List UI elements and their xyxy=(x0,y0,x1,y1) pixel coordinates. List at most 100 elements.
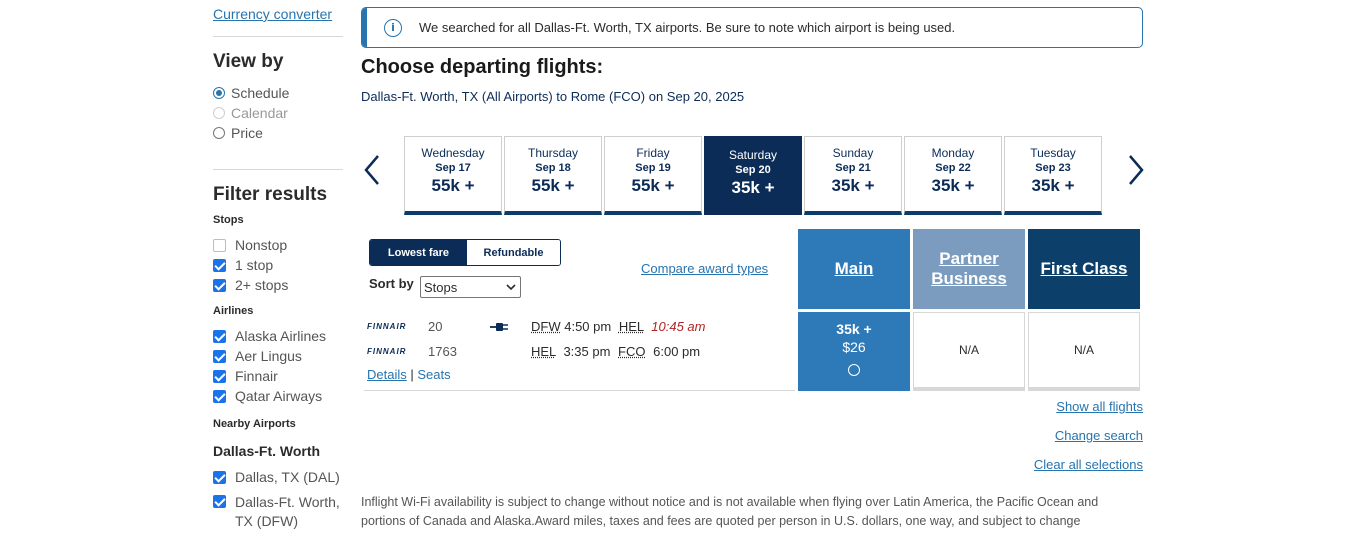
filter-results-title: Filter results xyxy=(213,184,328,205)
date-card-sep-21[interactable]: Sunday Sep 21 35k + xyxy=(804,136,902,215)
date-card-sep-18[interactable]: Thursday Sep 18 55k + xyxy=(504,136,602,215)
airlines-label: Airlines xyxy=(213,305,254,317)
checkbox-dfw[interactable] xyxy=(213,495,226,508)
departure-airport: HEL xyxy=(531,344,556,359)
checkbox-label: 2+ stops xyxy=(235,277,289,293)
filter-dfw[interactable]: Dallas-Ft. Worth, TX (DFW) xyxy=(213,493,340,531)
radio-price[interactable] xyxy=(213,127,225,139)
checkbox-1-stop[interactable] xyxy=(213,259,226,272)
chevron-left-icon[interactable] xyxy=(362,152,384,188)
change-search-link[interactable]: Change search xyxy=(1054,428,1143,443)
fare-partner-business-cell: N/A xyxy=(913,312,1025,391)
airport-info-banner: i We searched for all Dallas-Ft. Worth, … xyxy=(361,7,1143,48)
filter-qatar-airways[interactable]: Qatar Airways xyxy=(213,388,322,404)
cabin-first-class-header[interactable]: First Class xyxy=(1028,229,1140,309)
date-day: Sep 19 xyxy=(635,162,671,174)
date-weekday: Wednesday xyxy=(421,146,485,160)
checkbox-aer-lingus[interactable] xyxy=(213,350,226,363)
filter-nonstop[interactable]: Nonstop xyxy=(213,237,287,253)
finnair-logo: FINNAIR xyxy=(367,322,407,331)
date-day: Sep 22 xyxy=(935,162,971,174)
date-day: Sep 20 xyxy=(735,164,771,176)
departure-time: 4:50 pm xyxy=(564,319,612,334)
flight-number: 1763 xyxy=(428,344,457,359)
checkbox-qatar-airways[interactable] xyxy=(213,390,226,403)
checkbox-alaska-airlines[interactable] xyxy=(213,330,226,343)
filter-aer-lingus[interactable]: Aer Lingus xyxy=(213,348,302,364)
filter-finnair[interactable]: Finnair xyxy=(213,368,278,384)
checkbox-label: Dallas, TX (DAL) xyxy=(235,469,340,485)
view-by-price[interactable]: Price xyxy=(213,125,263,141)
date-price: 35k + xyxy=(831,176,875,195)
fare-select-radio[interactable] xyxy=(848,364,860,376)
arrival-airport: HEL xyxy=(618,319,644,334)
footnote: Inflight Wi-Fi availability is subject t… xyxy=(361,495,1099,528)
checkbox-finnair[interactable] xyxy=(213,370,226,383)
date-card-sep-22[interactable]: Monday Sep 22 35k + xyxy=(904,136,1002,215)
radio-label: Price xyxy=(231,125,263,141)
view-by-title: View by xyxy=(213,51,284,72)
date-day: Sep 21 xyxy=(835,162,871,174)
fare-unavailable: N/A xyxy=(1073,343,1094,357)
segment-1: DFW 4:50 pm HEL 10:45 am xyxy=(531,319,705,334)
nearby-city: Dallas-Ft. Worth xyxy=(213,443,321,459)
compare-award-types-link[interactable]: Compare award types xyxy=(641,261,769,276)
sort-select-value: Stops xyxy=(424,279,458,295)
fare-miles: 35k + xyxy=(836,321,872,337)
lowest-fare-tab[interactable]: Lowest fare xyxy=(370,240,467,265)
date-weekday: Monday xyxy=(931,146,975,160)
clear-all-selections-link[interactable]: Clear all selections xyxy=(1033,457,1143,472)
date-day: Sep 18 xyxy=(535,162,571,174)
segment-2: HEL 3:35 pm FCO 6:00 pm xyxy=(531,344,700,359)
departure-airport: DFW xyxy=(531,319,561,334)
checkbox-label: Qatar Airways xyxy=(235,388,323,404)
date-price: 35k + xyxy=(1031,176,1075,195)
arrival-time: 10:45 am xyxy=(651,319,706,334)
show-all-flights-link[interactable]: Show all flights xyxy=(1056,399,1143,414)
checkbox-nonstop[interactable] xyxy=(213,239,226,252)
checkbox-label-wrap: Dallas-Ft. Worth, TX (DFW) xyxy=(235,493,340,531)
details-link[interactable]: Details xyxy=(367,367,407,382)
sort-by-label: Sort by xyxy=(369,276,414,291)
filter-alaska-airlines[interactable]: Alaska Airlines xyxy=(213,328,326,344)
date-weekday: Saturday xyxy=(728,148,778,162)
sort-select[interactable]: Stops xyxy=(420,276,521,298)
nearby-airports-label: Nearby Airports xyxy=(213,418,296,430)
date-card-sep-20[interactable]: Saturday Sep 20 35k + xyxy=(704,136,802,215)
fare-fee: $26 xyxy=(842,339,866,355)
date-day: Sep 23 xyxy=(1035,162,1071,174)
date-card-sep-23[interactable]: Tuesday Sep 23 35k + xyxy=(1004,136,1102,215)
view-by-schedule[interactable]: Schedule xyxy=(213,85,289,101)
date-price: 35k + xyxy=(931,176,975,195)
chevron-right-icon[interactable] xyxy=(1124,152,1146,188)
currency-converter-link[interactable]: Currency converter xyxy=(213,6,333,22)
link-separator: | xyxy=(410,367,414,382)
divider xyxy=(213,36,343,37)
fare-main-cell[interactable]: 35k + $26 xyxy=(798,312,910,391)
filter-2-plus-stops[interactable]: 2+ stops xyxy=(213,277,288,293)
departure-time: 3:35 pm xyxy=(563,344,611,359)
checkbox-dal[interactable] xyxy=(213,471,226,484)
stops-label: Stops xyxy=(213,214,244,226)
arrival-time: 6:00 pm xyxy=(653,344,701,359)
route-summary: Dallas-Ft. Worth, TX (All Airports) to R… xyxy=(361,89,745,104)
checkbox-2-plus-stops[interactable] xyxy=(213,279,226,292)
radio-calendar[interactable] xyxy=(213,107,225,119)
filter-1-stop[interactable]: 1 stop xyxy=(213,257,273,273)
radio-schedule[interactable] xyxy=(213,87,225,99)
radio-label: Calendar xyxy=(231,105,288,121)
date-price: 55k + xyxy=(431,176,475,195)
fare-first-class-cell: N/A xyxy=(1028,312,1140,391)
date-price: 55k + xyxy=(631,176,675,195)
info-icon: i xyxy=(384,18,402,37)
cabin-main-header[interactable]: Main xyxy=(798,229,910,309)
date-card-sep-17[interactable]: Wednesday Sep 17 55k + xyxy=(404,136,502,215)
date-card-sep-19[interactable]: Friday Sep 19 55k + xyxy=(604,136,702,215)
refundable-tab[interactable]: Refundable xyxy=(467,240,560,265)
cabin-partner-business-header[interactable]: Partner Business xyxy=(913,229,1025,309)
date-weekday: Tuesday xyxy=(1030,146,1076,160)
seats-link[interactable]: Seats xyxy=(417,367,451,382)
date-weekday: Thursday xyxy=(527,146,579,160)
view-by-calendar[interactable]: Calendar xyxy=(213,105,288,121)
filter-dal[interactable]: Dallas, TX (DAL) xyxy=(213,469,340,485)
